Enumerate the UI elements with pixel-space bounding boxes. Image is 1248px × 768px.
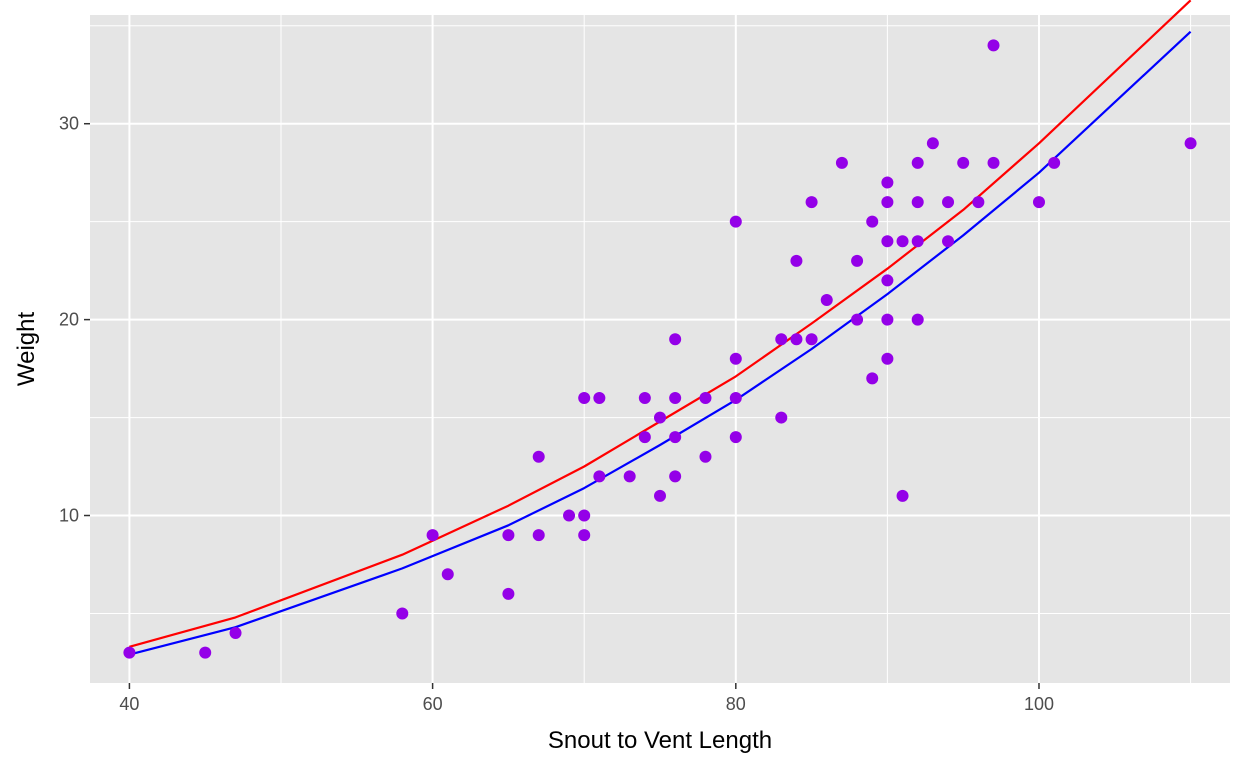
data-point (654, 489, 666, 502)
data-point (426, 529, 439, 542)
data-point (775, 411, 788, 424)
data-point (532, 529, 545, 542)
data-point (820, 294, 833, 307)
data-point (729, 352, 742, 365)
x-axis-title: Snout to Vent Length (548, 727, 772, 754)
data-point (926, 137, 939, 150)
data-point (942, 235, 955, 248)
data-point (593, 470, 606, 483)
data-point (805, 196, 818, 209)
data-point (123, 646, 136, 659)
major-gridlines (90, 15, 1230, 683)
data-point (881, 235, 894, 248)
data-point (896, 235, 909, 248)
data-point (987, 39, 1000, 52)
data-point (881, 313, 894, 326)
data-point (593, 391, 606, 404)
y-tick-label: 10 (59, 506, 79, 526)
data-point (729, 431, 742, 444)
data-point (972, 196, 985, 209)
data-point (1184, 137, 1197, 150)
data-point (881, 176, 894, 189)
data-point (623, 470, 636, 483)
data-point (790, 333, 803, 346)
data-point (942, 196, 955, 209)
data-point (396, 607, 409, 620)
data-point (911, 156, 924, 169)
data-point (578, 529, 591, 542)
data-point (532, 450, 545, 463)
data-point (502, 529, 515, 542)
data-point (866, 215, 879, 228)
data-point (851, 254, 864, 267)
data-points (123, 39, 1197, 659)
data-point (441, 568, 454, 581)
data-point (911, 313, 924, 326)
x-tick-label: 80 (726, 694, 746, 714)
data-point (699, 450, 712, 463)
y-tick-label: 20 (59, 310, 79, 330)
data-point (835, 156, 848, 169)
data-point (851, 313, 864, 326)
data-point (1032, 196, 1045, 209)
data-point (911, 235, 924, 248)
x-axis: 40 60 80 100 (119, 683, 1054, 714)
data-point (563, 509, 576, 522)
data-point (866, 372, 879, 385)
data-point (578, 509, 591, 522)
x-tick-label: 40 (119, 694, 139, 714)
data-point (669, 470, 682, 483)
data-point (669, 391, 682, 404)
data-point (1048, 156, 1061, 169)
data-point (881, 274, 894, 287)
y-axis: 10 20 30 (59, 114, 90, 526)
data-point (669, 333, 682, 346)
x-tick-label: 100 (1024, 694, 1054, 714)
data-point (775, 333, 788, 346)
y-axis-title: Weight (13, 312, 40, 387)
data-point (790, 254, 803, 267)
data-point (654, 411, 666, 424)
y-tick-label: 30 (59, 114, 79, 134)
data-point (896, 489, 909, 502)
data-point (987, 156, 1000, 169)
data-point (638, 431, 651, 444)
data-point (229, 627, 242, 640)
fitted-curve-2 (129, 30, 1192, 656)
data-point (699, 391, 712, 404)
data-point (805, 333, 818, 346)
data-point (729, 391, 742, 404)
data-point (957, 156, 970, 169)
data-point (881, 196, 894, 209)
data-point (881, 352, 894, 365)
data-point (502, 587, 515, 600)
plot-panel (90, 15, 1230, 683)
data-point (638, 391, 651, 404)
data-point (729, 215, 742, 228)
data-point (669, 431, 682, 444)
data-point (578, 391, 591, 404)
data-point (199, 646, 212, 659)
data-point (911, 196, 924, 209)
x-tick-label: 60 (423, 694, 443, 714)
